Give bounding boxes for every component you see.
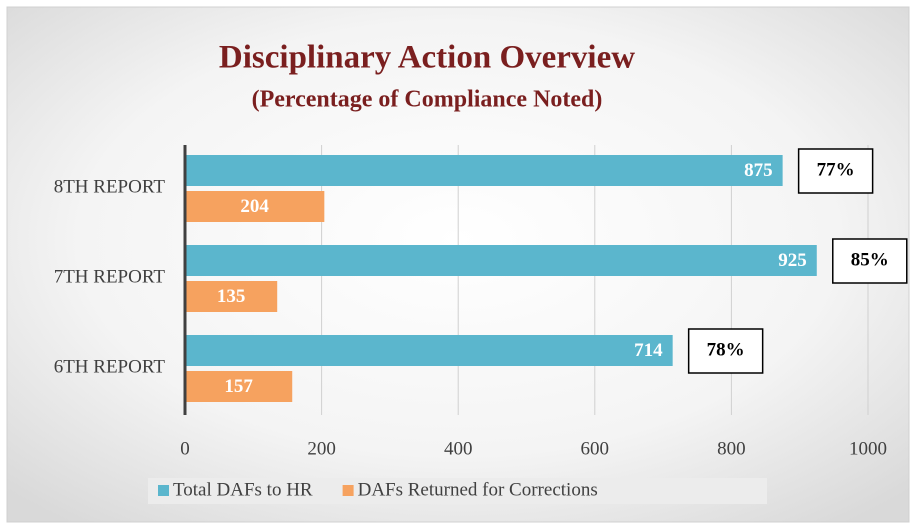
annotation: 77% (817, 159, 855, 180)
annotation: 85% (851, 249, 889, 270)
data-label: 204 (240, 196, 269, 217)
annotation-box (797, 148, 874, 194)
x-tick-label: 800 (717, 438, 746, 459)
legend-label: DAFs Returned for Corrections (358, 479, 598, 500)
y-tick-label: 6TH REPORT (54, 356, 166, 377)
x-tick-label: 400 (444, 438, 473, 459)
y-tick-label: 7TH REPORT (54, 266, 166, 287)
x-tick-label: 600 (581, 438, 610, 459)
x-tick-label: 1000 (849, 438, 887, 459)
legend-label: Total DAFs to HR (173, 479, 313, 500)
bar (185, 245, 817, 276)
data-label: 714 (634, 340, 663, 361)
chart-subtitle: (Percentage of Compliance Noted) (252, 87, 603, 113)
chart-title: Disciplinary Action Overview (219, 40, 635, 76)
bar (185, 155, 783, 186)
x-tick-label: 200 (307, 438, 336, 459)
x-tick-label: 0 (180, 438, 190, 459)
data-label: 157 (224, 376, 253, 397)
legend-marker (342, 485, 354, 496)
data-label: 925 (778, 250, 807, 271)
y-tick-label: 8TH REPORT (54, 176, 166, 197)
data-label: 135 (217, 286, 246, 307)
annotation: 78% (707, 339, 745, 360)
bar (185, 281, 278, 312)
legend-marker (158, 485, 169, 496)
legend-box (148, 478, 767, 504)
bar (185, 191, 325, 222)
bar (185, 371, 293, 402)
annotation-box (832, 238, 908, 284)
bar (185, 335, 673, 366)
annotation-box (687, 328, 764, 374)
data-label: 875 (744, 160, 773, 181)
